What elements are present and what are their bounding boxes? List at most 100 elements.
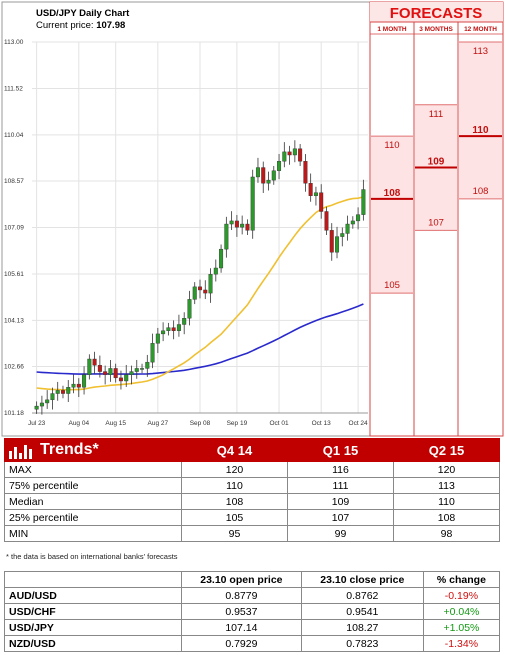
forecast-max-label: 113: [473, 46, 488, 57]
candle-body: [255, 167, 260, 178]
candle: [161, 322, 166, 342]
candle-body: [140, 368, 145, 370]
candle: [208, 268, 213, 303]
candle: [55, 381, 60, 401]
trends-title: Trends*: [40, 441, 99, 459]
candle-body: [219, 248, 224, 269]
y-tick-label: 102.66: [4, 364, 24, 371]
trends-title-cell: Trends*: [4, 438, 182, 462]
candle: [129, 365, 134, 385]
candle: [103, 365, 108, 385]
y-tick-label: 113.00: [4, 39, 24, 46]
candle-body: [187, 299, 192, 319]
candle-body: [203, 289, 208, 294]
rates-row: USD/CHF 0.9537 0.9541 +0.04%: [4, 603, 501, 620]
candle-body: [313, 192, 318, 196]
trends-row: MAX 120 116 120: [4, 461, 500, 478]
candle-body: [103, 371, 108, 375]
x-tick-label: Aug 04: [68, 420, 89, 427]
y-axis: 113.00 111.52 110.04 108.57 107.09 105.61 104.…: [4, 39, 24, 417]
forecast-title: FORECASTS: [390, 5, 483, 22]
candle-body: [82, 374, 87, 388]
candle-body: [213, 267, 218, 275]
candle: [308, 173, 313, 202]
candle: [118, 370, 123, 390]
candle-body: [287, 151, 292, 156]
candle: [287, 145, 292, 165]
y-tick-label: 104.13: [4, 317, 24, 324]
candle: [155, 327, 160, 354]
candle-body: [224, 223, 229, 250]
candle: [234, 214, 239, 237]
candle-body: [245, 223, 250, 231]
candle-body: [192, 286, 197, 300]
candle: [213, 259, 218, 282]
candle-body: [292, 148, 297, 156]
forecast-col-label: 12 MONTH: [464, 26, 497, 33]
forecast-min-label: 105: [384, 280, 400, 291]
candle: [229, 211, 234, 231]
col-q1-15: Q1 15: [287, 438, 394, 462]
candle-body: [298, 148, 303, 162]
candle-body: [324, 211, 329, 231]
candle-body: [261, 167, 266, 184]
candle: [255, 157, 260, 183]
candle-body: [250, 176, 255, 231]
candle: [87, 354, 92, 380]
candle-body: [240, 223, 245, 228]
candle: [45, 390, 50, 409]
candle: [34, 401, 39, 414]
candle-body: [361, 189, 366, 215]
candle: [250, 169, 255, 239]
candle: [176, 314, 181, 337]
forecast-title-bg: [370, 2, 503, 22]
candle: [150, 333, 155, 369]
candle-body: [113, 368, 118, 379]
candle: [140, 363, 145, 374]
x-tick-label: Oct 13: [312, 420, 332, 427]
candle-body: [266, 179, 271, 184]
candle: [303, 154, 308, 192]
candle: [113, 363, 118, 383]
y-tick-label: 108.57: [4, 178, 24, 185]
candle-body: [34, 405, 39, 410]
trends-row: Median 108 109 110: [4, 493, 500, 510]
x-tick-label: Oct 24: [349, 420, 369, 427]
trends-row: 25% percentile 105 107 108: [4, 509, 500, 526]
candle-body: [329, 230, 334, 253]
rates-row: USD/JPY 107.14 108.27 +1.05%: [4, 619, 501, 636]
candle: [71, 374, 76, 394]
candle: [350, 216, 355, 229]
y-tick-label: 110.04: [4, 132, 24, 139]
candle-body: [277, 161, 282, 171]
candle: [324, 206, 329, 236]
candle-body: [208, 274, 213, 294]
candle: [124, 364, 129, 387]
chart-title: USD/JPY Daily Chart: [36, 8, 130, 19]
candle-body: [45, 399, 50, 404]
candle: [345, 215, 350, 241]
candle-body: [350, 220, 355, 225]
trends-header: Trends* Q4 14 Q1 15 Q2 15: [4, 438, 500, 462]
x-tick-label: Oct 01: [269, 420, 289, 427]
x-axis: Jul 23 Aug 04 Aug 15 Aug 27 Sep 08 Sep 19 Oct …: [28, 420, 368, 427]
candle-body: [87, 358, 92, 375]
candle-body: [66, 387, 71, 394]
forecast-median-label: 109: [428, 157, 445, 168]
x-tick-label: Sep 08: [190, 420, 211, 427]
candles: [34, 140, 366, 415]
candle-body: [356, 214, 361, 222]
forecast-median-label: 108: [384, 188, 401, 199]
candle-body: [282, 151, 287, 162]
candle-body: [39, 402, 44, 407]
candle-body: [55, 390, 60, 394]
candle: [277, 154, 282, 180]
candle: [282, 142, 287, 168]
candle-body: [271, 170, 276, 181]
candle: [356, 207, 361, 230]
candle: [134, 359, 139, 379]
candle: [298, 144, 303, 166]
footnote: * the data is based on international ban…: [6, 552, 178, 561]
candle-body: [166, 327, 171, 331]
forecast-col-label: 3 MONTHS: [419, 26, 453, 33]
